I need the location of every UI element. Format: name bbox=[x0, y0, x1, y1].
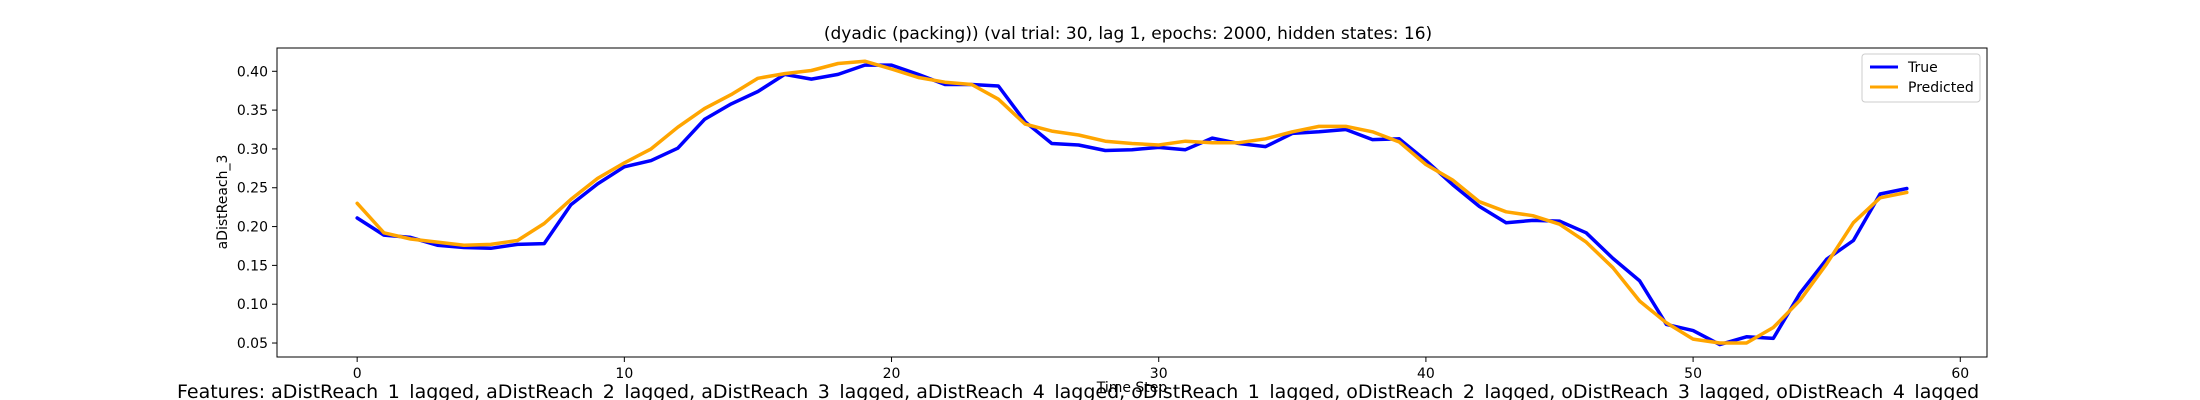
y-axis-label: aDistReach_3 bbox=[215, 155, 231, 250]
x-axis: 0 10 20 30 40 50 60 bbox=[353, 357, 1969, 382]
y-tick-label: 0.15 bbox=[237, 258, 268, 274]
y-tick-label: 0.40 bbox=[237, 64, 268, 80]
legend-label-predicted: Predicted bbox=[1908, 80, 1974, 96]
x-tick-label: 0 bbox=[353, 366, 362, 382]
y-axis: 0.05 0.10 0.15 0.20 0.25 0.30 0.35 0.40 bbox=[237, 64, 277, 352]
x-tick-label: 40 bbox=[1417, 366, 1435, 382]
y-tick-label: 0.25 bbox=[237, 181, 268, 197]
x-tick-label: 60 bbox=[1951, 366, 1969, 382]
legend-label-true: True bbox=[1907, 60, 1938, 76]
legend: True Predicted bbox=[1861, 53, 1981, 103]
features-caption: Features: aDistReach_1_lagged, aDistReac… bbox=[177, 381, 1979, 400]
x-tick-label: 10 bbox=[615, 366, 633, 382]
series-lines bbox=[355, 59, 1909, 347]
x-tick-label: 30 bbox=[1150, 366, 1168, 382]
chart-title: (dyadic (packing)) (val trial: 30, lag 1… bbox=[824, 24, 1432, 44]
plot-frame bbox=[276, 47, 1988, 358]
y-tick-label: 0.20 bbox=[237, 220, 268, 236]
y-tick-label: 0.30 bbox=[237, 142, 268, 158]
y-tick-label: 0.05 bbox=[237, 336, 268, 352]
y-tick-label: 0.35 bbox=[237, 103, 268, 119]
series-line-predicted bbox=[355, 59, 1909, 345]
series-line-true bbox=[355, 63, 1909, 347]
x-tick-label: 50 bbox=[1684, 366, 1702, 382]
y-tick-label: 0.10 bbox=[237, 297, 268, 313]
x-axis-label: Time Step bbox=[1096, 380, 1168, 396]
x-tick-label: 20 bbox=[883, 366, 901, 382]
